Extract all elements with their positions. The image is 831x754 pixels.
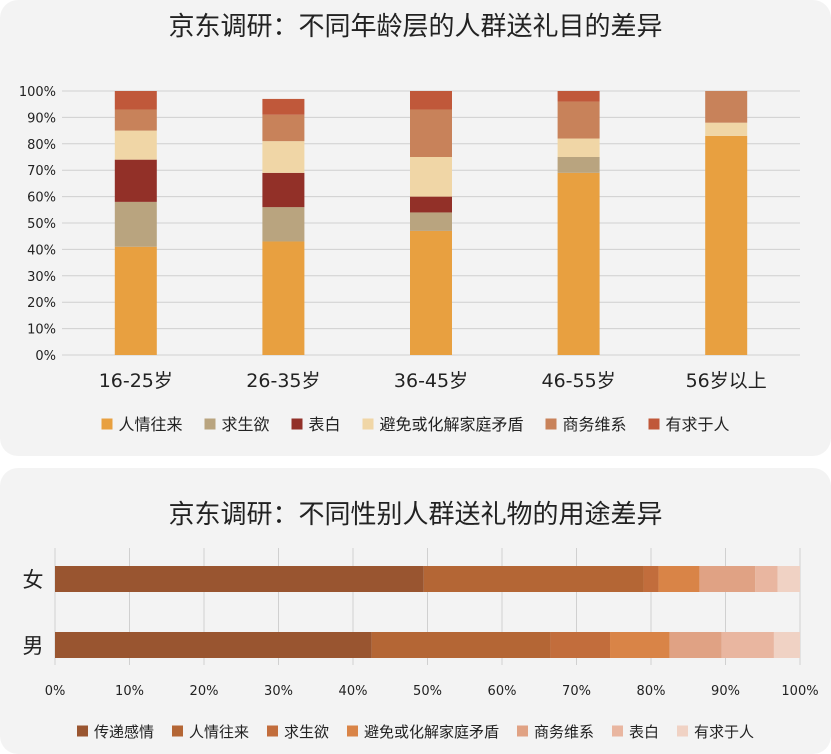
bottom-chart-title: 京东调研：不同性别人群送礼物的用途差异 <box>168 500 663 530</box>
legend-label: 表白 <box>629 723 659 741</box>
bar-segment <box>610 632 670 658</box>
bar-segment <box>410 91 452 110</box>
y-tick-label: 40% <box>27 243 56 258</box>
x-tick-label: 0% <box>45 684 66 699</box>
bottom-chart-panel <box>0 468 831 754</box>
bar-segment <box>705 135 748 355</box>
bar-segment <box>262 114 305 142</box>
legend-label: 求生欲 <box>284 723 329 741</box>
bar-segment <box>262 141 305 173</box>
bar-segment <box>557 91 600 102</box>
legend-swatch <box>648 418 660 430</box>
legend-label: 商务维系 <box>534 723 594 741</box>
x-category-label: 46-55岁 <box>541 370 615 392</box>
x-tick-label: 40% <box>339 684 368 699</box>
bar-segment <box>705 122 748 136</box>
bar-segment <box>755 566 778 592</box>
legend-label: 有求于人 <box>666 415 730 434</box>
legend-swatch <box>362 418 374 430</box>
bar-segment <box>410 109 452 157</box>
x-tick-label: 90% <box>711 684 740 699</box>
bar-segment <box>114 91 157 110</box>
x-tick-label: 50% <box>413 684 442 699</box>
bar-segment <box>55 566 424 592</box>
bar-segment <box>410 157 452 197</box>
legend-label: 避免或化解家庭矛盾 <box>364 723 499 741</box>
y-tick-label: 90% <box>27 111 56 126</box>
bar-segment <box>699 566 756 592</box>
legend-swatch <box>347 725 358 737</box>
x-tick-label: 70% <box>562 684 591 699</box>
legend-label: 传递感情 <box>94 723 154 741</box>
x-tick-label: 100% <box>781 684 818 699</box>
bar-segment <box>410 230 452 355</box>
legend-swatch <box>267 725 278 737</box>
bar-segment <box>557 138 600 157</box>
y-tick-label: 100% <box>19 85 56 100</box>
legend-label: 有求于人 <box>694 723 754 741</box>
bar-segment <box>658 566 700 592</box>
y-tick-label: 60% <box>27 191 56 206</box>
legend-label: 商务维系 <box>563 415 627 434</box>
bar-segment <box>643 566 659 592</box>
bar-segment <box>410 212 452 231</box>
bar-segment <box>557 157 600 173</box>
bar-segment <box>114 159 157 202</box>
bar-segment <box>262 172 305 208</box>
bar-segment <box>371 632 551 658</box>
legend-swatch <box>612 725 623 737</box>
y-tick-label: 0% <box>35 349 56 364</box>
bar-segment <box>550 632 611 658</box>
legend-label: 避免或化解家庭矛盾 <box>380 415 524 434</box>
bar-segment <box>262 207 305 242</box>
x-category-label: 16-25岁 <box>99 370 173 392</box>
bar-segment <box>777 566 800 592</box>
legend-label: 人情往来 <box>119 415 183 434</box>
legend-label: 表白 <box>309 415 341 434</box>
legend-label: 求生欲 <box>222 415 270 434</box>
y-category-label: 男 <box>23 634 44 658</box>
bar-segment <box>114 109 157 131</box>
bar-segment <box>721 632 774 658</box>
x-tick-label: 30% <box>264 684 293 699</box>
bar-segment <box>55 632 372 658</box>
bar-segment <box>114 201 157 247</box>
x-tick-label: 10% <box>115 684 144 699</box>
bar-segment <box>557 172 600 355</box>
legend-swatch <box>545 418 557 430</box>
x-tick-label: 20% <box>190 684 219 699</box>
legend-swatch <box>101 418 113 430</box>
legend-swatch <box>517 725 528 737</box>
bar-segment <box>557 101 600 139</box>
bar-segment <box>114 246 157 355</box>
bar-segment <box>262 241 305 355</box>
y-tick-label: 70% <box>27 164 56 179</box>
legend-swatch <box>291 418 303 430</box>
bar-segment <box>423 566 644 592</box>
bar-segment <box>262 98 305 115</box>
y-tick-label: 80% <box>27 138 56 153</box>
x-tick-label: 80% <box>637 684 666 699</box>
legend-swatch <box>204 418 216 430</box>
legend-swatch <box>172 725 183 737</box>
y-category-label: 女 <box>23 568 44 592</box>
x-category-label: 56岁以上 <box>686 370 767 392</box>
y-tick-label: 30% <box>27 270 56 285</box>
legend-swatch <box>77 725 88 737</box>
y-tick-label: 10% <box>27 323 56 338</box>
top-chart-title: 京东调研：不同年龄层的人群送礼目的差异 <box>168 12 663 42</box>
bar-segment <box>669 632 722 658</box>
x-category-label: 36-45岁 <box>394 370 468 392</box>
y-tick-label: 20% <box>27 296 56 311</box>
x-tick-label: 60% <box>488 684 517 699</box>
bar-segment <box>705 91 748 123</box>
legend-label: 人情往来 <box>189 723 249 741</box>
legend-swatch <box>677 725 688 737</box>
y-tick-label: 50% <box>27 217 56 232</box>
bar-segment <box>410 196 452 213</box>
bar-segment <box>114 130 157 160</box>
x-category-label: 26-35岁 <box>246 370 320 392</box>
bar-segment <box>773 632 800 658</box>
